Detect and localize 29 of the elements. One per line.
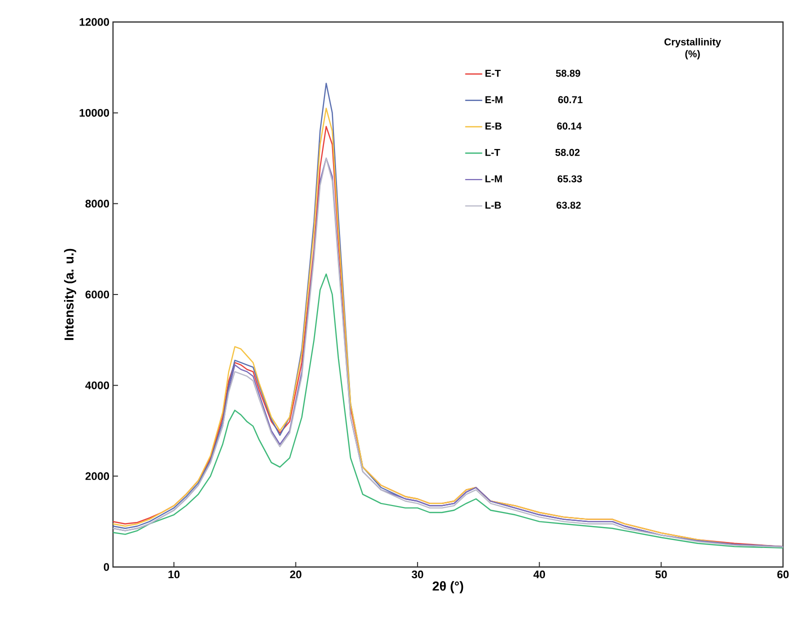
legend-label: E-M (485, 96, 502, 104)
y-tick-label: 12000 (80, 18, 110, 26)
legend-label: L-T (485, 149, 500, 156)
legend-label: E-B (485, 122, 502, 130)
y-axis-title: Intensity (a. u.) (64, 248, 76, 340)
x-tick-label: 20 (290, 570, 302, 578)
annotation: 63.82 (556, 202, 581, 209)
legend-label: L-B (485, 202, 501, 209)
y-tick-label: 0 (104, 563, 110, 571)
y-tick-label: 2000 (85, 472, 110, 480)
line-series (113, 273, 784, 549)
y-tick-label: 6000 (86, 290, 110, 298)
x-tick-label: 10 (168, 570, 180, 578)
x-tick-label: 50 (655, 570, 667, 578)
legend-label: L-M (485, 175, 502, 182)
legend-label: E-T (485, 70, 501, 77)
annotation: 58.89 (556, 70, 580, 77)
x-axis-title: 2θ (°) (432, 581, 464, 594)
y-tick-label: 4000 (85, 381, 110, 390)
x-tick-label: 60 (777, 570, 789, 578)
annotation: 65.33 (558, 175, 582, 182)
annotation: 58.02 (555, 148, 580, 156)
y-tick-label: 8000 (85, 200, 110, 208)
x-tick-label: 30 (412, 570, 424, 578)
x-tick-label: 40 (533, 570, 546, 578)
annotation: 60.71 (558, 96, 582, 104)
y-tick-label: 10000 (80, 108, 110, 117)
annotation: Crystallinity (%) (664, 38, 722, 60)
annotation: 60.14 (557, 122, 582, 130)
